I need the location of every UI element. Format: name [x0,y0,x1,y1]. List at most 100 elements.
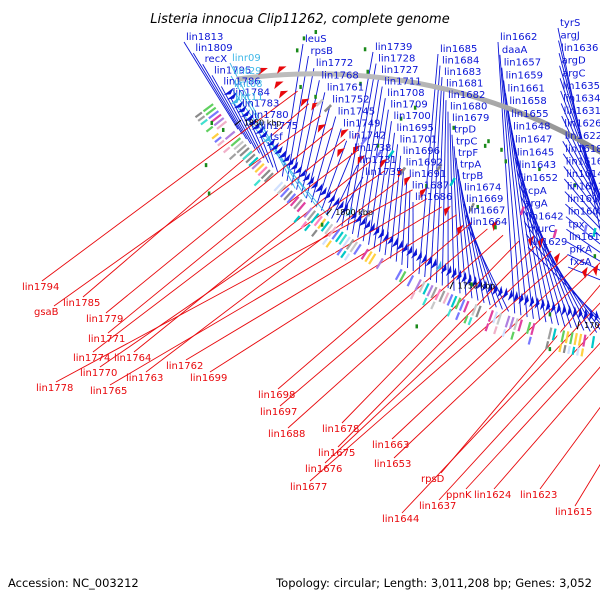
marker-dot [314,94,317,99]
forward-leader-line [192,52,243,135]
forward-gene-arrow [588,309,594,322]
forward-gene-label: lin1661 [508,83,545,94]
gc-tick [313,215,323,227]
forward-leader-line [183,41,239,130]
scale-tick-label: 1750 kbp [458,281,496,290]
genome-backbone [236,71,600,155]
reverse-gene-arrow [337,148,346,158]
marker-dot [299,84,302,89]
forward-gene-arrow [481,280,488,292]
reverse-gene-arrow [592,264,599,277]
inner-feature [449,177,456,187]
forward-leader-line [449,123,455,291]
reverse-gene-label: rpsD [421,474,445,485]
forward-gene-arrow [545,300,551,312]
gc-tick [224,130,236,141]
forward-leader-line [563,178,600,222]
forward-gene-label: lin1809 [195,43,232,54]
forward-leader-line [561,128,600,201]
reverse-gene-arrow [300,98,310,107]
gc-tick [513,318,519,331]
forward-gene-arrow [445,265,452,277]
forward-leader-line [230,97,260,154]
forward-gene-label: lin1642 [526,211,563,222]
forward-gene-arrow [502,287,508,299]
reverse-gene-arrow [581,266,588,279]
reverse-gene-label: lin1698 [258,390,295,401]
forward-gene-arrow [411,247,417,259]
reverse-gene-label: lin1763 [126,373,163,384]
gc-tick [484,323,490,332]
reverse-gene-label: lin1764 [114,353,151,364]
forward-gene-arrow [290,161,299,171]
forward-gene-label: murC [528,224,555,235]
reverse-gene-label: lin1779 [86,314,123,325]
marker-dot [573,183,577,188]
reverse-leader-line [99,170,385,368]
forward-gene-label: argC [562,68,585,79]
reverse-gene-label: lin1677 [290,482,327,493]
gc-tick [331,228,341,240]
marker-dot [483,143,487,148]
forward-leader-line [527,246,600,320]
label-lines-reverse [41,90,600,514]
reverse-gene-arrow [279,90,289,99]
forward-leader-line [565,216,600,245]
reverse-gene-arrow [404,176,412,187]
reverse-gene-arrow [274,81,284,90]
reverse-gene-arrow [357,155,366,165]
forward-gene-label: recX [205,54,228,65]
marker-dot [452,125,455,130]
rna-gene-label: lint29 [233,66,262,77]
forward-gene-arrow [391,237,398,248]
forward-gene-arrow [401,242,408,254]
reverse-leader-line [82,103,310,298]
marker-dot [210,120,213,125]
forward-gene-arrow [572,306,578,318]
gc-tick [430,286,438,299]
forward-gene-arrow [450,267,457,279]
inner-feature [315,98,324,107]
forward-gene-label: lin1691 [409,169,446,180]
forward-gene-label: lin1634 [563,93,600,104]
forward-leader-line [567,266,600,281]
marker-dot [320,222,324,227]
forward-gene-arrow [577,307,583,320]
forward-gene-arrow [583,308,588,321]
gc-tick [273,181,284,192]
gc-tick [334,231,344,243]
gc-tick [527,336,532,345]
gc-tick [251,159,262,170]
gc-tick [567,345,571,355]
forward-gene-label: lin1629 [530,237,567,248]
forward-leader-line [565,203,600,237]
marker-dot [314,30,318,35]
forward-gene-label: lin1631 [564,106,600,117]
reverse-gene-label: lin1676 [305,464,342,475]
reverse-leader-line [574,463,600,507]
gc-tick [253,179,261,187]
gc-tick [409,291,416,300]
reverse-strand-features [258,66,599,279]
forward-gene-label: lin1679 [452,113,489,124]
gc-tick [487,309,494,323]
inner-feature [352,131,360,140]
marker-dot [359,81,362,86]
marker-dot [476,204,479,209]
gc-tick [442,292,450,305]
forward-gene-arrow [430,258,437,269]
forward-leader-line [563,166,600,216]
forward-gene-arrow [466,274,472,286]
gc-tick [458,299,466,312]
forward-gene-arrow [255,125,265,134]
inner-feature [399,166,407,176]
gc-tick [569,332,574,345]
gc-tick [293,198,303,210]
forward-gene-arrow [340,203,349,214]
forward-gene-arrow [556,302,561,315]
forward-gene-arrow [306,176,315,186]
marker-dot [548,312,552,317]
forward-gene-arrow [497,285,503,298]
forward-gene-arrow [492,283,498,296]
